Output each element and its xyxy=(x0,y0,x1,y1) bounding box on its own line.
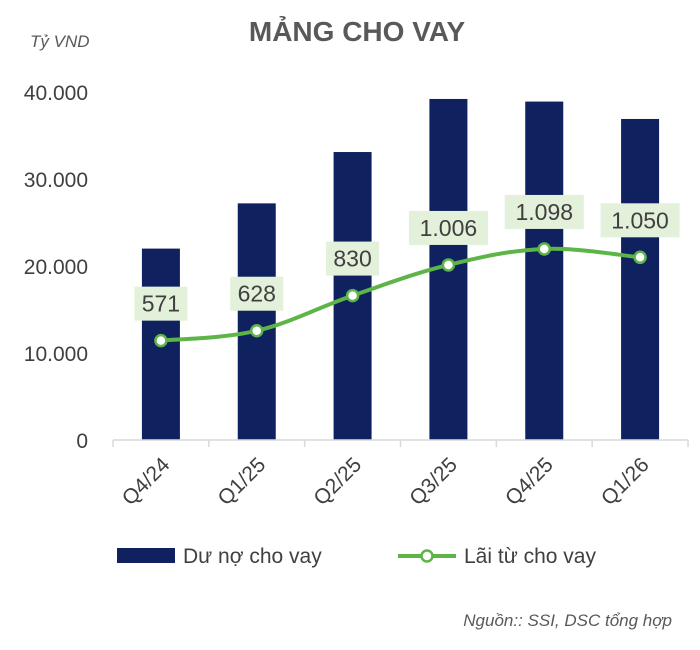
y-tick-label: 10.000 xyxy=(24,343,88,366)
data-label-box xyxy=(326,241,380,276)
data-label: 1.006 xyxy=(420,215,478,241)
line-marker xyxy=(154,333,168,348)
unit-label: Tỷ VND xyxy=(30,32,90,51)
data-label: 830 xyxy=(333,246,371,272)
line-marker xyxy=(633,250,647,265)
x-tick-label: Q2/25 xyxy=(309,453,366,510)
chart-title: MẢNG CHO VAY xyxy=(249,15,466,47)
data-label: 1.098 xyxy=(515,199,573,225)
line-path xyxy=(158,246,643,343)
line-marker xyxy=(250,323,264,338)
x-tick-label: Q3/25 xyxy=(405,453,462,510)
data-label-box xyxy=(134,286,188,321)
line-marker xyxy=(537,242,551,256)
bar-series xyxy=(141,98,660,441)
bar xyxy=(621,118,660,440)
legend: Dư nợ cho vay Lãi từ cho vay xyxy=(117,545,596,568)
y-tick-label: 40.000 xyxy=(24,82,88,105)
bar xyxy=(525,101,564,440)
x-tick-label: Q4/25 xyxy=(501,453,558,510)
data-label-box xyxy=(408,210,488,245)
bar xyxy=(237,203,276,440)
y-tick-label: 20.000 xyxy=(24,256,88,279)
x-tick-label: Q1/26 xyxy=(597,453,654,510)
data-label: 1.050 xyxy=(611,207,669,233)
line-marker xyxy=(441,258,456,272)
line-series xyxy=(154,242,647,348)
y-tick-label: 30.000 xyxy=(24,169,88,192)
data-label: 628 xyxy=(238,281,276,307)
x-tick-label: Q1/25 xyxy=(214,453,271,510)
x-tick-label: Q4/24 xyxy=(118,453,175,510)
source-note: Nguồn:: SSI, DSC tổng hợp xyxy=(463,611,672,630)
data-label-box xyxy=(230,276,284,311)
legend-label-bar: Dư nợ cho vay xyxy=(183,545,322,568)
data-label: 571 xyxy=(142,291,180,317)
legend-swatch-marker xyxy=(420,549,434,563)
legend-swatch-bar xyxy=(117,548,175,563)
data-label-box xyxy=(600,203,680,238)
x-axis: Q4/24 Q1/25 Q2/25 Q3/25 Q4/25 Q1/26 xyxy=(112,440,689,510)
y-tick-label: 0 xyxy=(76,430,88,453)
data-labels: 571 628 830 1.006 1.098 1.050 xyxy=(134,194,680,321)
data-label-box xyxy=(504,194,584,229)
y-axis: 0 10.000 20.000 30.000 40.000 xyxy=(24,82,88,453)
legend-label-line: Lãi từ cho vay xyxy=(464,545,596,568)
line-marker xyxy=(345,288,360,303)
